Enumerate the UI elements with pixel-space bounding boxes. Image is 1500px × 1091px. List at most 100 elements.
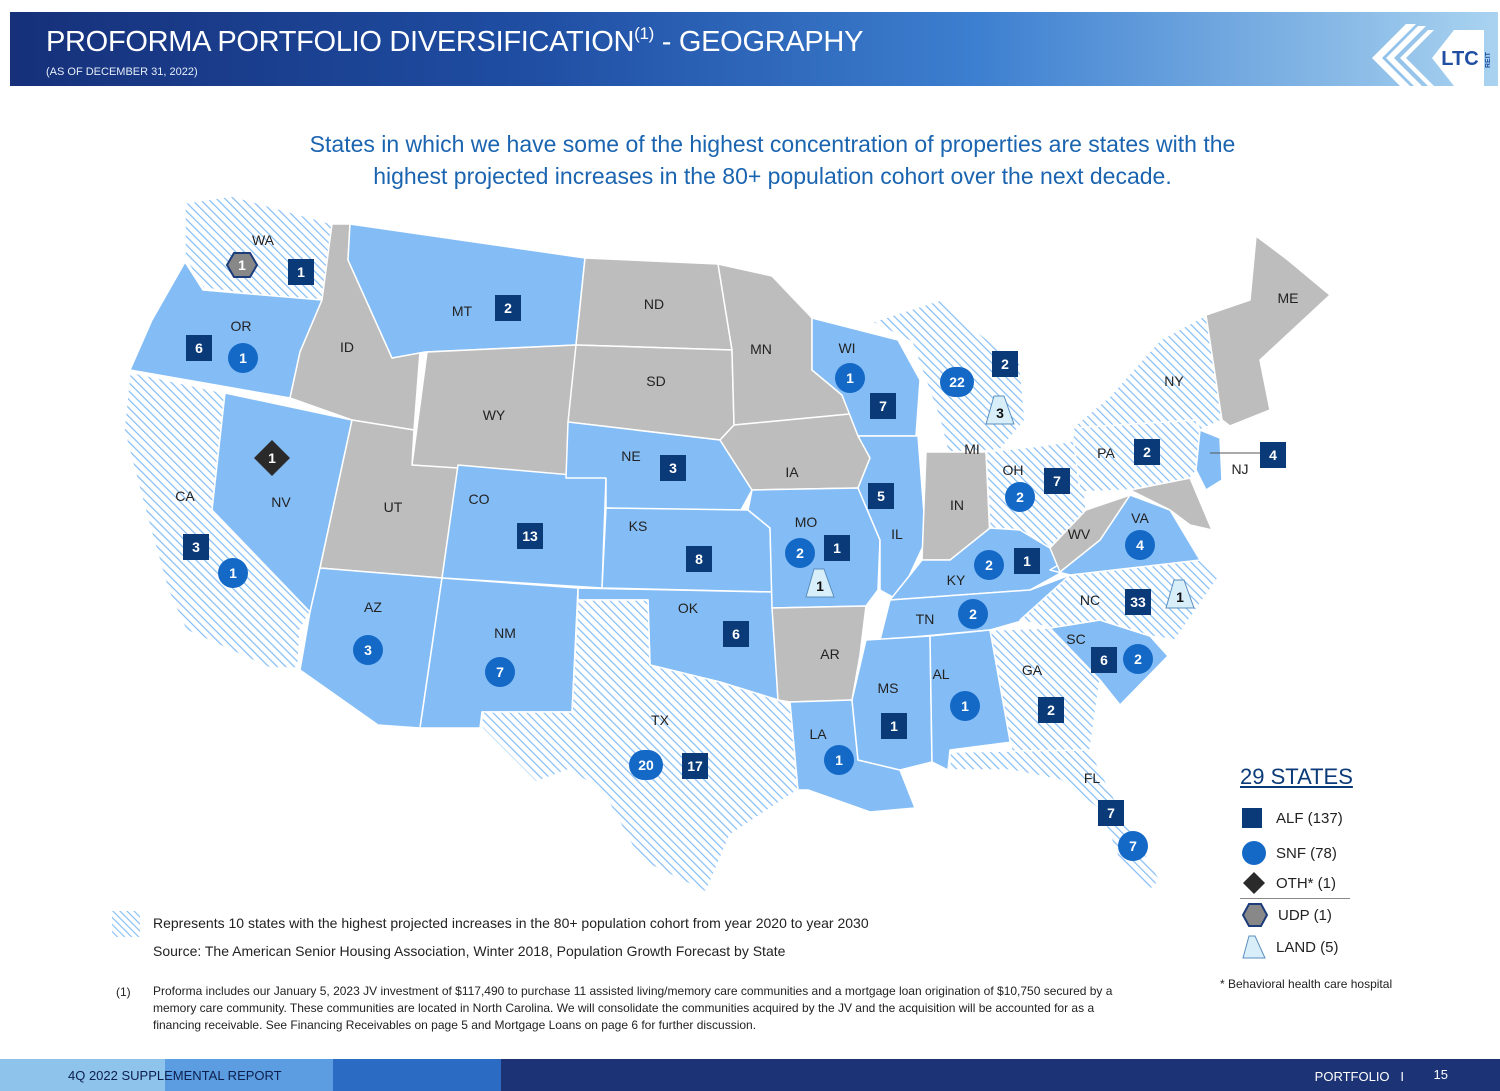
alf-marker-or: 6 xyxy=(186,335,212,361)
snf-marker-az: 3 xyxy=(353,635,383,665)
snf-marker-tx: 20 xyxy=(629,750,663,780)
land-marker-value: 1 xyxy=(816,578,824,594)
state-label-ne: NE xyxy=(621,448,641,464)
footer-section: PORTFOLIO I xyxy=(1314,1069,1404,1084)
land-marker-nc xyxy=(1165,579,1195,609)
state-wv xyxy=(1049,494,1131,573)
state-label-nd: ND xyxy=(643,296,665,312)
state-label-ca: CA xyxy=(175,488,195,504)
footnote-text: Proforma includes our January 5, 2023 JV… xyxy=(153,984,1113,1032)
alf-marker-oh: 7 xyxy=(1044,468,1070,494)
state-label-nc: NC xyxy=(1079,592,1101,608)
state-label-tn: TN xyxy=(915,611,935,627)
state-label-va: VA xyxy=(1131,510,1149,526)
state-label-pa: PA xyxy=(1097,445,1115,461)
snf-marker-mi: 22 xyxy=(940,367,974,397)
snf-marker-ky: 2 xyxy=(974,550,1004,580)
land-marker-mi xyxy=(985,395,1015,425)
state-nj xyxy=(1195,429,1223,491)
state-label-az: AZ xyxy=(364,599,382,615)
alf-marker-wa: 1 xyxy=(288,259,314,285)
alf-marker-il: 5 xyxy=(868,483,894,509)
state-label-or: OR xyxy=(230,318,252,334)
alf-marker-ca: 3 xyxy=(183,534,209,560)
footer-page-number: 15 xyxy=(1433,1067,1448,1082)
snf-marker-mo: 2 xyxy=(785,538,815,568)
legend-divider xyxy=(1240,898,1350,899)
udp-hexagon-icon xyxy=(1242,903,1268,927)
snf-marker-sc: 2 xyxy=(1123,644,1153,674)
footer-bar: 4Q 2022 SUPPLEMENTAL REPORT PORTFOLIO I … xyxy=(0,1059,1500,1091)
state-label-me: ME xyxy=(1277,290,1299,306)
hatch-note: Represents 10 states with the highest pr… xyxy=(153,915,869,931)
legend-udp: UDP (1) xyxy=(1242,903,1332,927)
state-label-oh: OH xyxy=(1002,462,1024,478)
snf-marker-or: 1 xyxy=(228,343,258,373)
legend-oth: OTH* (1) xyxy=(1242,871,1336,895)
state-label-ms: MS xyxy=(877,680,899,696)
alf-marker-nc: 33 xyxy=(1125,589,1151,615)
state-label-ok: OK xyxy=(677,600,699,616)
state-ny xyxy=(1071,314,1223,431)
alf-marker-ks: 8 xyxy=(686,546,712,572)
footer-report-name: 4Q 2022 SUPPLEMENTAL REPORT xyxy=(68,1068,282,1083)
land-marker-mo xyxy=(805,568,835,598)
state-mt xyxy=(347,223,586,359)
hatch-swatch xyxy=(112,911,140,937)
snf-marker-nm: 7 xyxy=(485,657,515,687)
alf-marker-ga: 2 xyxy=(1038,697,1064,723)
state-ga xyxy=(989,627,1101,753)
source-note: Source: The American Senior Housing Asso… xyxy=(153,943,786,959)
state-label-wy: WY xyxy=(482,407,506,423)
state-label-co: CO xyxy=(468,491,490,507)
snf-marker-wi: 1 xyxy=(835,363,865,393)
state-label-al: AL xyxy=(932,666,950,682)
snf-marker-tn: 2 xyxy=(958,599,988,629)
udp-marker-wa xyxy=(225,252,259,278)
alf-square-icon xyxy=(1242,808,1262,828)
state-new-england xyxy=(1205,235,1331,427)
state-label-ar: AR xyxy=(820,646,840,662)
state-label-ks: KS xyxy=(628,518,648,534)
header-banner: PROFORMA PORTFOLIO DIVERSIFICATION(1) - … xyxy=(10,12,1498,92)
alf-marker-ok: 6 xyxy=(723,621,749,647)
state-label-ia: IA xyxy=(785,464,799,480)
snf-marker-al: 1 xyxy=(950,691,980,721)
state-label-wv: WV xyxy=(1067,526,1091,542)
snf-marker-fl: 7 xyxy=(1118,831,1148,861)
state-label-wa: WA xyxy=(251,232,275,248)
svg-text:LTC: LTC xyxy=(1441,48,1478,70)
state-label-il: IL xyxy=(891,526,903,542)
alf-marker-ms: 1 xyxy=(881,713,907,739)
state-label-ut: UT xyxy=(383,499,403,515)
state-ar xyxy=(771,605,867,703)
state-label-tx: TX xyxy=(651,712,669,728)
state-label-mo: MO xyxy=(794,514,818,530)
oth-diamond-icon xyxy=(1243,872,1265,894)
legend-footnote: * Behavioral health care hospital xyxy=(1220,977,1393,991)
legend-snf: SNF (78) xyxy=(1242,841,1337,865)
state-label-id: ID xyxy=(340,339,354,355)
state-tx xyxy=(481,599,799,893)
state-label-in: IN xyxy=(950,497,964,513)
state-wa xyxy=(184,195,341,301)
oth-marker-nv xyxy=(254,440,290,476)
snf-marker-ca: 1 xyxy=(218,558,248,588)
state-ms xyxy=(851,635,933,771)
state-label-ny: NY xyxy=(1164,373,1184,389)
alf-marker-wi: 7 xyxy=(870,393,896,419)
state-label-nv: NV xyxy=(271,494,291,510)
svg-text:REIT: REIT xyxy=(1485,51,1492,68)
alf-marker-mi: 2 xyxy=(992,351,1018,377)
state-label-mn: MN xyxy=(750,341,772,357)
legend-title: 29 STATES xyxy=(1240,764,1353,789)
state-label-ga: GA xyxy=(1021,662,1043,678)
state-label-wi: WI xyxy=(838,340,856,356)
state-label-nj: NJ xyxy=(1231,461,1249,477)
legend-land: LAND (5) xyxy=(1242,935,1339,959)
state-label-la: LA xyxy=(809,726,827,742)
state-label-sc: SC xyxy=(1066,631,1086,647)
land-trapezoid-icon xyxy=(1242,935,1266,959)
headline-text: States in which we have some of the high… xyxy=(309,131,1236,189)
alf-marker-co: 13 xyxy=(517,523,543,549)
